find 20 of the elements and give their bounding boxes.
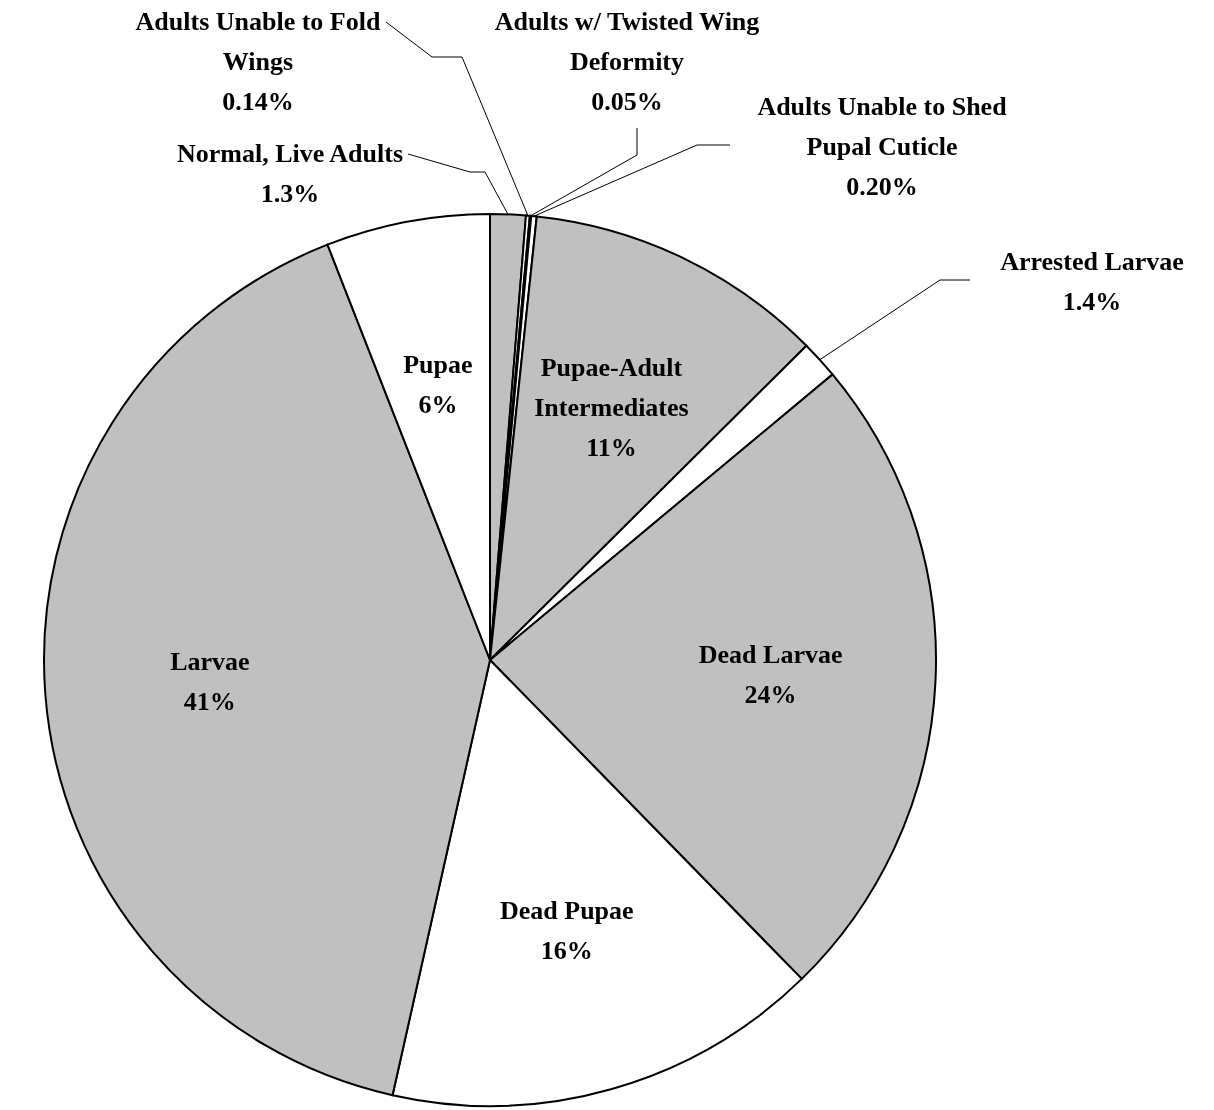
slice-label: Normal, Live Adults [176,139,404,168]
slice-label: Pupae [403,349,473,379]
slice-label: Adults w/ Twisted Wing Deformity [494,7,760,76]
slice-label: Larvae [170,647,250,677]
data-label: 24% [744,680,797,710]
data-label: 41% [183,687,236,717]
data-label: 16% [540,936,593,966]
slice-label: Arrested Larvae [1000,247,1184,276]
slice-label: Adults Unable to Fold Wings [135,7,381,76]
data-label: 1.3% [260,179,320,208]
slice-label: Dead Larvae [698,640,843,670]
slice-label: Dead Pupae [500,896,634,926]
data-label: 0.14% [222,87,294,116]
slice-label: Adults Unable to Shed Pupal Cuticle [757,92,1008,161]
data-label: 1.4% [1062,287,1122,316]
data-label: 6% [418,389,458,419]
data-label: 0.20% [846,172,918,201]
slice-label: Pupae-Adult Intermediates [534,352,689,422]
data-label: 11% [586,432,637,462]
data-label: 0.05% [591,87,663,116]
